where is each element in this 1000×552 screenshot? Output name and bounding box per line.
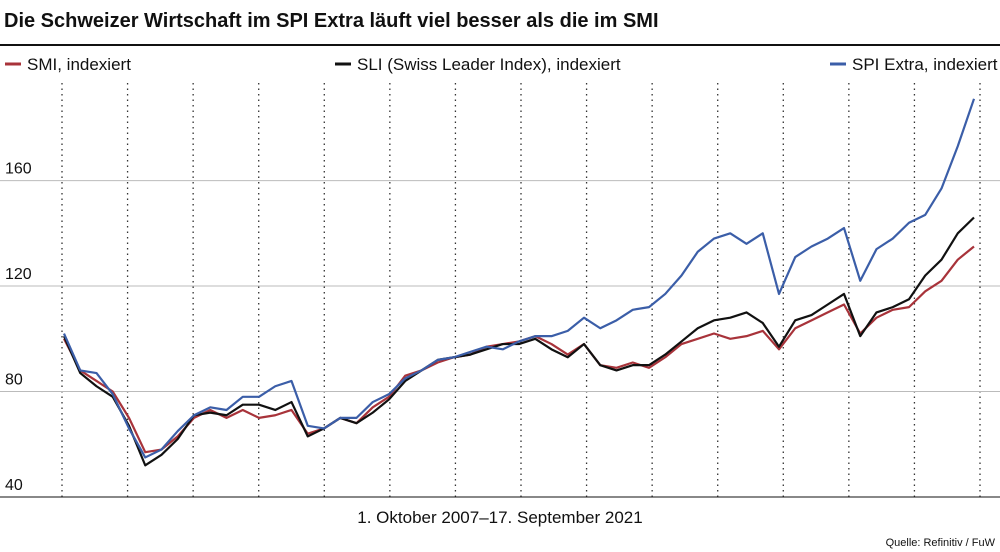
line-series bbox=[63, 245, 975, 454]
legend-label: SPI Extra, indexiert bbox=[852, 55, 998, 74]
y-tick-label: 160 bbox=[5, 161, 32, 178]
line-series bbox=[62, 98, 976, 459]
y-tick-label: 80 bbox=[5, 372, 23, 389]
legend-label: SMI, indexiert bbox=[27, 55, 131, 74]
y-tick-label: 120 bbox=[5, 266, 32, 283]
x-axis-label: 1. Oktober 2007–17. September 2021 bbox=[357, 508, 642, 527]
legend-label: SLI (Swiss Leader Index), indexiert bbox=[357, 55, 621, 74]
chart-title: Die Schweizer Wirtschaft im SPI Extra lä… bbox=[4, 10, 659, 32]
source: Quelle: Refinitiv / FuW bbox=[886, 537, 996, 549]
y-tick-label: 40 bbox=[5, 477, 23, 494]
line-series bbox=[62, 216, 975, 467]
